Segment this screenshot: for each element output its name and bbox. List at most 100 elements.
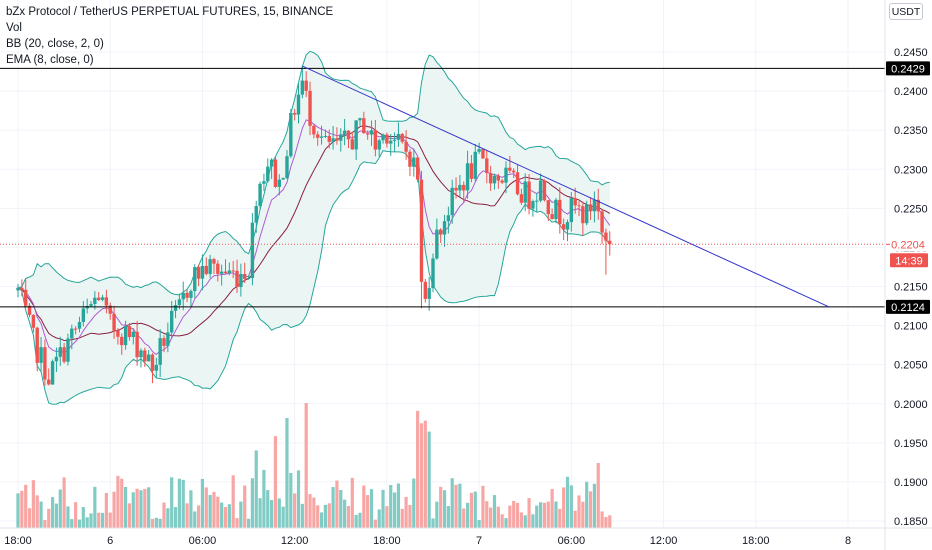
volume-bar [35, 495, 39, 528]
candle-body [542, 180, 547, 201]
candle [331, 125, 335, 150]
price-tick-label: 0.2450 [894, 47, 928, 59]
time-tick-label: 7 [476, 535, 482, 547]
candle [304, 71, 308, 98]
candle-body [481, 149, 485, 159]
candle [116, 328, 120, 345]
candle-body [354, 120, 358, 150]
volume-bar [181, 479, 185, 528]
candle [604, 228, 608, 275]
candle-body [377, 140, 381, 150]
candle-body [385, 134, 389, 144]
candle-body [327, 135, 331, 142]
candle-body [146, 354, 151, 362]
candle-body [415, 157, 420, 180]
volume-bar [116, 475, 120, 528]
candle [389, 134, 393, 156]
candle-body [77, 321, 82, 329]
last-price-tag-bg [886, 237, 930, 252]
candle-body [477, 149, 481, 152]
volume-bar [542, 502, 547, 528]
candle [396, 122, 401, 147]
volume-bar [431, 518, 435, 528]
candle-body [508, 167, 512, 171]
volume-bar [335, 480, 339, 528]
candle-body [116, 330, 120, 337]
volume-bar [377, 509, 381, 528]
candle [358, 117, 362, 126]
volume-bar [66, 506, 70, 528]
volume-bar [254, 450, 258, 528]
candle-body [404, 141, 408, 152]
candle [120, 333, 124, 355]
candle [362, 111, 366, 134]
candle-body [208, 259, 212, 274]
volume-bar [435, 501, 439, 528]
time-tick-label: 8 [845, 535, 851, 547]
candle-body [358, 118, 362, 121]
volume-bar [308, 494, 312, 528]
volume-bar [512, 500, 516, 528]
price-tick-label: 0.2400 [894, 86, 928, 98]
volume-bar [558, 508, 562, 528]
volume-bar [127, 503, 132, 528]
candle-body [62, 347, 66, 362]
volume-bar [189, 490, 193, 528]
volume-bar [177, 478, 181, 528]
legend-bb[interactable]: BB (20, close, 2, 0) [6, 38, 104, 50]
candle [450, 179, 454, 224]
currency-unit-button[interactable]: USDT [889, 3, 923, 20]
volume-bar [389, 485, 393, 528]
price-tick-label: 0.1950 [894, 438, 928, 450]
candle [596, 188, 600, 220]
drawings[interactable] [0, 65, 885, 308]
volume-bar [600, 511, 604, 528]
volume-bar [97, 512, 101, 528]
volume-bar [316, 505, 320, 528]
volume-bar [108, 512, 112, 528]
candle [438, 228, 443, 244]
candle-body [308, 90, 312, 126]
candle [339, 128, 343, 152]
candle [143, 347, 147, 368]
volume-bar [477, 519, 481, 528]
candle [181, 281, 185, 311]
candle-body [573, 198, 577, 206]
legend-ema[interactable]: EMA (8, close, 0) [6, 54, 94, 66]
candle-body [438, 229, 443, 235]
volume-bar [270, 500, 274, 528]
candle [239, 263, 243, 297]
symbol-title[interactable]: bZx Protocol / TetherUS PERPETUAL FUTURE… [6, 6, 334, 18]
volume-bar [162, 502, 166, 528]
candle [96, 292, 101, 301]
candle [112, 305, 116, 339]
candle-body [262, 181, 266, 184]
candle [31, 314, 36, 333]
candle [319, 125, 324, 145]
hline-price-tag-1-bg [886, 299, 930, 314]
candle [154, 357, 159, 379]
legend-vol[interactable]: Vol [6, 22, 22, 34]
volume-bar [331, 487, 335, 528]
volume-bar [565, 476, 570, 528]
volume-bar [504, 518, 508, 528]
volume-bar [139, 490, 143, 528]
volume-bar [366, 495, 370, 528]
candle [292, 108, 297, 121]
grid [0, 0, 885, 528]
volume-bar [446, 506, 450, 528]
candle-body [139, 350, 143, 358]
candle-body [108, 305, 112, 314]
countdown-text: 14:39 [895, 255, 923, 267]
candle-body [219, 271, 224, 274]
volume-bar [54, 503, 59, 528]
price-tick-label: 0.1900 [894, 477, 928, 489]
candle [469, 154, 474, 183]
price-tick-label: 0.2100 [894, 321, 928, 333]
candle-body [519, 194, 524, 203]
candle [77, 316, 82, 333]
candle [327, 129, 331, 149]
volume-bar [281, 506, 285, 528]
candle-body [212, 259, 216, 264]
